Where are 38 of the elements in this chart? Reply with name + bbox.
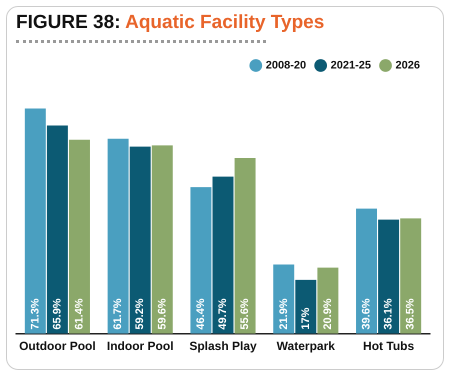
bar xyxy=(234,158,256,334)
bar xyxy=(273,264,294,334)
chart-title: FIGURE 38: Aquatic Facility Types xyxy=(16,12,324,33)
bar xyxy=(130,146,151,334)
bar xyxy=(108,138,129,334)
x-tick-label: Waterpark xyxy=(276,339,336,354)
x-tick-label: Hot Tubs xyxy=(363,339,414,354)
bar xyxy=(356,208,378,334)
data-label: 59.6% xyxy=(156,298,168,330)
x-tick-label: Splash Play xyxy=(189,339,258,354)
x-tick-label: Outdoor Pool xyxy=(19,339,96,354)
data-label: 36.5% xyxy=(404,298,417,330)
data-label: 39.6% xyxy=(360,298,373,330)
legend-label: 2021-25 xyxy=(330,60,372,72)
x-tick-label: Indoor Pool xyxy=(106,339,174,354)
data-label: 55.6% xyxy=(239,298,252,330)
data-label: 49.7% xyxy=(217,298,230,330)
data-label: 71.3% xyxy=(29,298,42,330)
bar xyxy=(46,126,68,334)
data-label: 20.9% xyxy=(322,298,334,330)
bar xyxy=(68,140,90,334)
data-label: 17% xyxy=(300,307,312,330)
data-label: 46.4% xyxy=(194,298,207,330)
legend-label: 2026 xyxy=(396,60,420,72)
data-label: 21.9% xyxy=(278,298,290,330)
bar xyxy=(190,187,212,334)
bar xyxy=(295,280,316,334)
bar xyxy=(152,145,173,334)
bar xyxy=(378,220,400,334)
data-label: 61.4% xyxy=(74,298,86,330)
bar xyxy=(24,108,46,334)
data-label: 61.7% xyxy=(112,298,124,330)
data-label: 65.9% xyxy=(51,298,64,330)
data-label: 59.2% xyxy=(134,298,146,330)
bar xyxy=(212,176,234,334)
legend-label: 2008-20 xyxy=(266,60,306,72)
data-label: 36.1% xyxy=(382,298,395,330)
bar xyxy=(400,218,422,334)
